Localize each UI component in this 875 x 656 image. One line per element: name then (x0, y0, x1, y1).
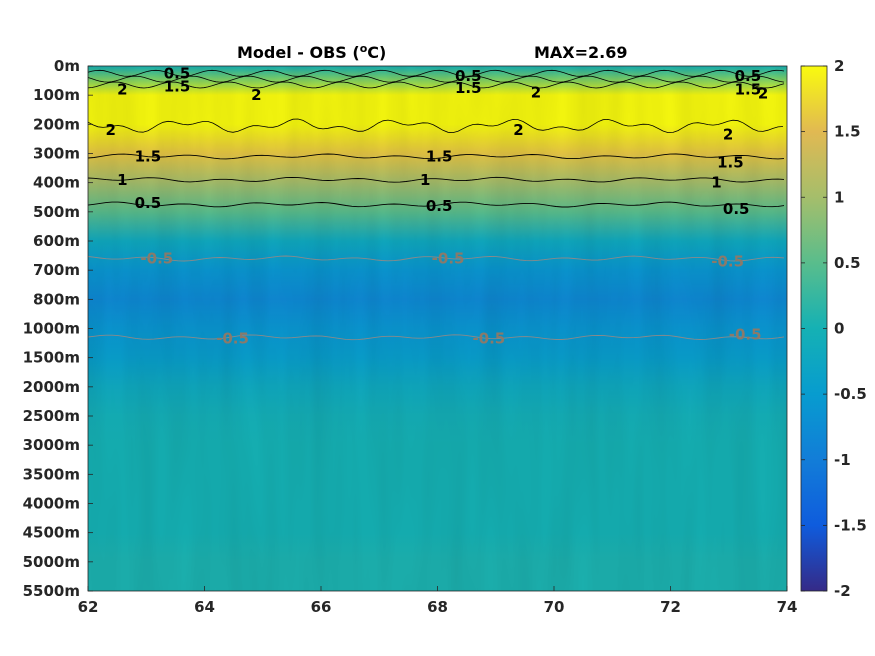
y-tick-label: 100m (33, 86, 80, 104)
contour-label: 0.5 (455, 67, 482, 85)
contour-line (87, 334, 785, 341)
y-tick-label: 4000m (23, 495, 80, 513)
y-tick-label: 1500m (23, 349, 80, 367)
plot-area: 0.52 1.5 221.510.50.51.5 221.510.50.51.5221… (87, 64, 788, 592)
contour-labels: 0.52 1.5 221.510.50.51.5 221.510.50.51.5221… (105, 64, 768, 347)
y-tick-label: 3000m (23, 436, 80, 454)
contour-label: -0.5 (729, 325, 762, 343)
y-tick-label: 4500m (23, 524, 80, 542)
contour-label: 1.5 (426, 147, 453, 165)
y-tick-label: 3500m (23, 465, 80, 483)
colorbar-tick-label: 2 (834, 57, 844, 75)
contour-line (87, 201, 785, 208)
max-label: MAX=2.69 (534, 43, 628, 62)
y-tick-label: 400m (33, 174, 80, 192)
contour-label: 0.5 (426, 197, 453, 215)
y-tick-label: 5500m (23, 582, 80, 600)
contour-label: -0.5 (711, 252, 744, 270)
contour-label: 1 (117, 171, 127, 189)
y-tick-label: 5000m (23, 553, 80, 571)
colorbar-tick-label: -0.5 (834, 385, 867, 403)
contour-line-surface (87, 81, 785, 89)
y-tick-label: 300m (33, 145, 80, 163)
contour-label: 1.5 (735, 80, 762, 98)
y-tick-label: 500m (33, 203, 80, 221)
contour-label: 2 (251, 86, 261, 104)
colorbar: 2 1.5 1 0.5 0 -0.5 -1 -1.5 -2 (800, 57, 867, 600)
x-tick-label: 70 (544, 598, 565, 616)
colorbar-tick-label: 1.5 (834, 123, 861, 141)
contour-line-2 (87, 118, 784, 134)
contour-label: 1.5 (164, 77, 191, 95)
colorbar-tick-label: 0 (834, 320, 844, 338)
contour-line-surface (87, 75, 785, 83)
colorbar-tick-label: 0.5 (834, 254, 861, 272)
colorbar-tick-label: -1 (834, 451, 851, 469)
y-axis: 0m 100m 200m 300m 400m 500m 600m 700m 800m 1000m 1… (23, 57, 93, 600)
heatmap-texture (88, 66, 787, 591)
contour-label: 2 (758, 85, 768, 103)
x-tick-label: 74 (777, 598, 798, 616)
contour-lines (87, 69, 785, 341)
contour-label: 2 (513, 121, 523, 139)
contour-line-surface (87, 69, 785, 77)
colorbar-ticks: 2 1.5 1 0.5 0 -0.5 -1 -1.5 -2 (801, 57, 867, 600)
contour-label: -0.5 (472, 330, 505, 348)
contour-label: -0.5 (140, 250, 173, 268)
x-tick-label: 62 (78, 598, 99, 616)
contour-label: 1 (420, 171, 430, 189)
y-tick-label: 1000m (23, 320, 80, 338)
contour-label: 2 (723, 126, 733, 144)
x-tick-label: 72 (660, 598, 681, 616)
contour-label: 0.5 (164, 64, 191, 82)
y-tick-label: 2500m (23, 407, 80, 425)
colorbar-tick-label: -2 (834, 582, 851, 600)
y-tick-label: 600m (33, 232, 80, 250)
x-tick-label: 66 (311, 598, 332, 616)
x-tick-label: 64 (194, 598, 215, 616)
contour-label: -0.5 (216, 330, 249, 348)
contour-label: 0.5 (735, 67, 762, 85)
contour-label: 1 (711, 174, 721, 192)
y-tick-label: 0m (54, 57, 80, 75)
contour-label: 0.5 (723, 200, 750, 218)
contour-label: 1.5 (717, 153, 744, 171)
y-tick-label: 200m (33, 115, 80, 133)
x-tick-label: 68 (427, 598, 448, 616)
y-tick-label: 800m (33, 290, 80, 308)
y-tick-label: 2000m (23, 378, 80, 396)
x-axis: 62 64 66 68 70 72 74 (78, 586, 798, 616)
contour-line (87, 153, 785, 160)
contour-label: 2 (117, 80, 127, 98)
contour-label: -0.5 (432, 250, 465, 268)
contour-line (87, 176, 785, 183)
contour-label: 0.5 (135, 194, 162, 212)
contour-label: 2 (531, 83, 541, 101)
chart-title: Model - OBS (oC) (237, 42, 386, 62)
contour-label: 1.5 (455, 79, 482, 97)
contour-label: 2 (105, 121, 115, 139)
y-tick-label: 700m (33, 261, 80, 279)
colorbar-tick-label: 1 (834, 188, 844, 206)
contour-label: 1.5 (135, 147, 162, 165)
colorbar-tick-label: -1.5 (834, 516, 867, 534)
contour-line (87, 255, 785, 262)
